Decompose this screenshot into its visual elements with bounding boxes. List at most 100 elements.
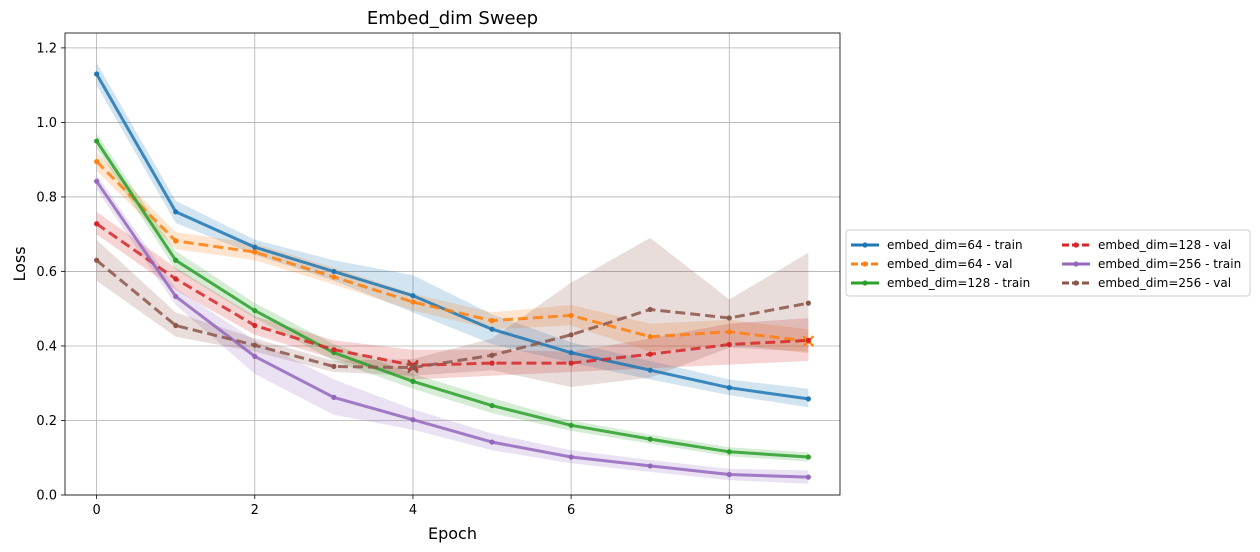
point-series-6: [252, 342, 258, 348]
point-series-1: [173, 209, 179, 215]
point-series-5: [489, 439, 495, 445]
x-tick-label: 0: [92, 503, 100, 518]
legend: embed_dim=64 - train embed_dim=64 - val em…: [845, 229, 1251, 297]
band-series-4: [96, 211, 809, 380]
point-series-1: [647, 367, 653, 373]
y-tick-label: 1.2: [36, 41, 57, 56]
point-series-5: [173, 293, 179, 300]
point-series-4: [252, 322, 258, 329]
point-series-6: [331, 363, 337, 370]
point-series-2: [726, 329, 732, 335]
point-series-4: [568, 360, 574, 366]
legend-label-series-5: embed_dim=256 - train: [1098, 257, 1241, 271]
point-series-1: [331, 268, 337, 275]
y-tick-label: 0.8: [36, 190, 57, 205]
point-series-2: [331, 274, 337, 280]
line-series-2: [95, 160, 809, 343]
point-series-4: [489, 360, 495, 366]
series-markers: [94, 71, 815, 480]
point-series-3: [252, 307, 258, 314]
plot-frame: [64, 32, 841, 496]
point-series-2: [410, 299, 416, 305]
point-series-3: [647, 436, 653, 442]
x-tick-label: 6: [567, 503, 575, 518]
point-series-6: [805, 300, 811, 306]
point-series-6: [94, 257, 100, 263]
band-series-3: [96, 133, 809, 462]
point-series-3: [489, 402, 495, 409]
point-series-5: [410, 417, 416, 423]
point-series-2: [252, 249, 258, 255]
point-series-5: [252, 353, 258, 359]
chart-title: Embed_dim Sweep: [367, 8, 538, 29]
point-series-4: [173, 276, 179, 282]
point-series-5: [94, 178, 100, 184]
point-series-6: [489, 352, 495, 358]
line-series-3: [95, 140, 809, 459]
band-series-1: [96, 62, 809, 408]
band-series-5: [96, 174, 809, 484]
legend-label-series-6: embed_dim=256 - val: [1098, 276, 1231, 290]
point-series-1: [94, 71, 100, 77]
point-series-2: [647, 334, 653, 340]
point-series-4: [331, 347, 337, 353]
legend-label-series-1: embed_dim=64 - train: [887, 238, 1023, 252]
x-axis-label: Epoch: [428, 524, 477, 543]
point-series-1: [805, 396, 811, 402]
y-tick-label: 0.0: [36, 489, 57, 504]
point-series-5: [726, 471, 732, 478]
point-series-6: [173, 322, 179, 329]
legend-marker-series-5: [1073, 261, 1079, 267]
point-series-4: [726, 341, 732, 348]
point-series-3: [94, 138, 100, 144]
point-series-6: [647, 306, 653, 313]
legend-label-series-2: embed_dim=64 - val: [887, 257, 1012, 271]
line-series-5: [95, 180, 809, 479]
best-marker-series-6: [407, 361, 419, 374]
axis-ticks: 0 2 4 6 8 0.0 0.2 0.4 0.6 0.8 1.0 1.2: [36, 41, 733, 518]
point-series-5: [331, 394, 337, 400]
series-lines: [95, 73, 809, 479]
point-series-3: [173, 257, 179, 263]
point-series-2: [489, 318, 495, 324]
y-tick-label: 0.6: [36, 265, 57, 280]
point-series-2: [173, 238, 179, 244]
point-series-4: [805, 337, 811, 343]
legend-marker-series-1: [862, 242, 868, 248]
point-series-4: [647, 351, 653, 357]
point-series-1: [568, 350, 574, 356]
legend-box: [845, 229, 1251, 297]
point-series-1: [252, 244, 258, 250]
x-tick-label: 8: [725, 503, 733, 518]
point-series-3: [410, 378, 416, 384]
legend-marker-series-2: [862, 261, 868, 267]
legend-label-series-4: embed_dim=128 - val: [1098, 238, 1231, 252]
point-series-5: [568, 454, 574, 460]
x-tick-label: 2: [251, 503, 259, 518]
point-series-3: [568, 422, 574, 428]
point-series-3: [726, 449, 732, 455]
point-series-1: [410, 293, 416, 299]
line-series-4: [95, 222, 809, 367]
point-series-4: [94, 221, 100, 227]
legend-label-series-3: embed_dim=128 - train: [887, 276, 1030, 290]
point-series-2: [94, 158, 100, 165]
legend-marker-series-4: [1073, 242, 1079, 248]
point-series-2: [568, 312, 574, 319]
point-series-1: [489, 326, 495, 332]
point-series-6: [726, 315, 732, 321]
legend-marker-series-6: [1073, 280, 1079, 286]
line-series-6: [95, 259, 809, 370]
point-series-5: [647, 463, 653, 469]
point-series-6: [568, 332, 574, 338]
x-tick-label: 4: [409, 503, 417, 518]
y-tick-label: 0.2: [36, 414, 57, 429]
y-tick-label: 1.0: [36, 116, 57, 131]
legend-marker-series-3: [862, 280, 868, 286]
point-series-5: [805, 474, 811, 480]
point-series-1: [726, 385, 732, 391]
point-series-3: [805, 454, 811, 460]
y-tick-label: 0.4: [36, 339, 57, 354]
y-axis-label: Loss: [10, 246, 29, 281]
